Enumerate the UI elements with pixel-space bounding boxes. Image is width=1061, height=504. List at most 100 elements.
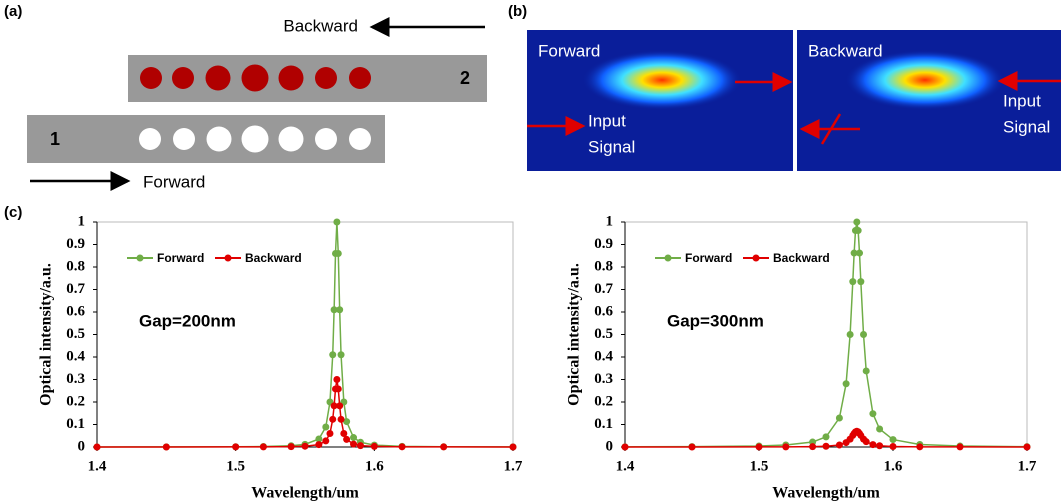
- divider: [793, 30, 797, 171]
- x-axis-label: Wavelength/um: [251, 485, 359, 502]
- data-point: [850, 249, 858, 257]
- data-point: [329, 351, 337, 359]
- label: Backward: [283, 16, 358, 35]
- data-point: [916, 443, 924, 451]
- y-tick-label: 0.1: [66, 416, 85, 432]
- y-axis-label: Optical intensity/a.u.: [38, 263, 55, 406]
- data-point: [322, 423, 330, 431]
- label: Signal: [588, 137, 635, 156]
- data-point: [889, 436, 897, 444]
- field: [845, 50, 1005, 110]
- x-tick-label: 1.6: [365, 458, 384, 474]
- data-point: [330, 402, 338, 410]
- data-point: [350, 440, 358, 448]
- label: Input: [588, 111, 626, 130]
- data-point: [343, 435, 351, 443]
- y-axis-label: Optical intensity/a.u.: [566, 263, 583, 406]
- data-point: [889, 442, 897, 450]
- data-point: [835, 441, 843, 449]
- label: Forward: [143, 172, 205, 191]
- y-tick-label: 0.9: [66, 236, 85, 252]
- data-point: [860, 331, 868, 338]
- y-tick-label: 0: [606, 438, 614, 454]
- data-point: [287, 443, 295, 451]
- data-point: [876, 442, 884, 450]
- data-point: [869, 441, 877, 449]
- port: 2: [460, 68, 470, 88]
- panel-label: (a): [4, 3, 22, 20]
- data-point: [856, 249, 863, 257]
- y-tick-label: 0.2: [594, 393, 613, 409]
- data-point: [336, 306, 344, 314]
- y-tick-label: 0: [78, 438, 86, 454]
- x-tick-label: 1.4: [88, 458, 107, 474]
- annotation: Gap=200nm: [139, 311, 236, 330]
- data-point: [398, 443, 406, 451]
- data-point: [336, 402, 344, 410]
- x-axis-label: Wavelength/um: [772, 485, 880, 502]
- data-point: [846, 331, 854, 338]
- data-point: [259, 443, 267, 451]
- y-tick-label: 0.5: [594, 326, 613, 342]
- data-point: [340, 430, 348, 437]
- data-point: [350, 434, 358, 442]
- data-point: [330, 306, 338, 314]
- data-point: [854, 227, 862, 235]
- legend-label: Backward: [245, 251, 302, 265]
- chart: 0 0.1 0.2 0.3 0.4 0.5 0.6 0.7 0.8 0.9 1 1.4 1.5 1.6 1.…: [38, 213, 523, 501]
- panel-label: (c): [4, 204, 22, 221]
- data-point: [301, 442, 309, 450]
- data-point: [322, 437, 330, 445]
- data-point: [862, 367, 870, 375]
- legend-label: Forward: [157, 251, 204, 265]
- panel-label: (b): [508, 3, 527, 20]
- data-point: [93, 443, 101, 451]
- data-point: [835, 414, 843, 422]
- data-point: [862, 438, 870, 446]
- legend-marker: [752, 254, 760, 262]
- data-point: [822, 433, 830, 441]
- x-tick-label: 1.5: [750, 458, 769, 474]
- diagram-b: Forward Backward Input Signal Input Sign…: [527, 30, 1061, 171]
- data-point: [334, 250, 342, 257]
- data-point: [343, 418, 351, 426]
- data-point: [162, 443, 170, 451]
- y-tick-label: 0.8: [66, 258, 85, 274]
- x-tick-label: 1.5: [226, 458, 245, 474]
- data-point: [755, 443, 763, 451]
- data-point: [356, 442, 364, 450]
- y-tick-label: 0.8: [594, 258, 613, 274]
- block: [820, 113, 842, 145]
- data-point: [688, 443, 696, 451]
- data-point: [326, 430, 334, 437]
- chart: 0 0.1 0.2 0.3 0.4 0.5 0.6 0.7 0.8 0.9 1 1.4 1.5 1.6 1.…: [566, 213, 1037, 501]
- data-point: [1023, 443, 1031, 451]
- data-point: [857, 278, 865, 286]
- y-tick-label: 0.4: [594, 348, 613, 364]
- y-tick-label: 0.2: [66, 393, 85, 409]
- data-point: [869, 410, 877, 418]
- holes: [140, 64, 371, 92]
- label: Backward: [808, 41, 883, 60]
- x-tick-label: 1.7: [1018, 458, 1037, 474]
- field: [582, 50, 742, 110]
- x-tick-label: 1.6: [884, 458, 903, 474]
- x-tick-label: 1.7: [504, 458, 523, 474]
- legend-label: Forward: [685, 251, 732, 265]
- data-point: [334, 385, 342, 393]
- data-point: [509, 443, 517, 451]
- diagram-a: Backward 2 1 Forward: [27, 16, 487, 191]
- data-point: [329, 415, 337, 423]
- data-point: [337, 351, 345, 359]
- y-tick-label: 0.7: [594, 281, 613, 297]
- data-point: [440, 443, 448, 451]
- label: Input: [1003, 91, 1041, 110]
- legend-marker: [224, 254, 232, 262]
- port: 1: [50, 129, 60, 149]
- data-point: [809, 443, 817, 451]
- legend-marker: [664, 254, 672, 262]
- data-point: [232, 443, 240, 451]
- y-tick-label: 0.4: [66, 348, 85, 364]
- y-tick-label: 0.3: [66, 371, 85, 387]
